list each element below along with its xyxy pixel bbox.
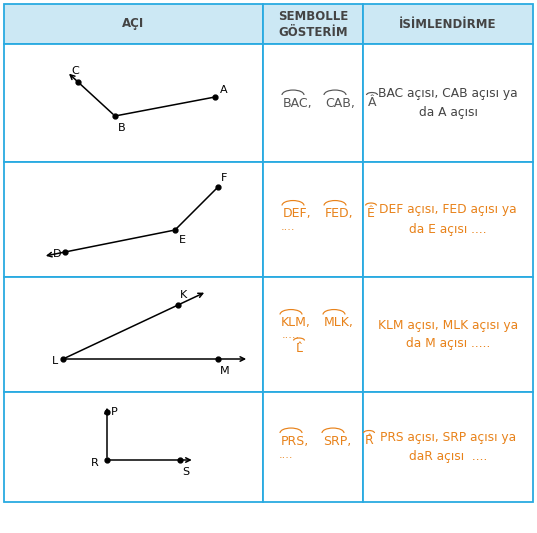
Text: KLM açısı, MLK açısı ya
da M açısı .....: KLM açısı, MLK açısı ya da M açısı ..... <box>378 319 518 351</box>
Text: L: L <box>52 356 58 366</box>
Text: PRS açısı, SRP açısı ya
daR açısı  ....: PRS açısı, SRP açısı ya daR açısı .... <box>380 431 516 463</box>
Bar <box>363 44 533 162</box>
Text: K: K <box>180 290 187 300</box>
Bar <box>263 392 363 502</box>
Text: .....: ..... <box>282 329 300 340</box>
Bar <box>363 4 533 44</box>
Text: MLK,: MLK, <box>324 316 354 329</box>
Text: F: F <box>221 173 227 183</box>
Text: PRS,: PRS, <box>281 434 309 448</box>
Text: İSİMLENDİRME: İSİMLENDİRME <box>399 18 497 30</box>
Text: FED,: FED, <box>325 207 354 220</box>
Bar <box>263 44 363 162</box>
Text: CAB,: CAB, <box>325 96 355 109</box>
Text: KLM,: KLM, <box>281 316 311 329</box>
Text: AÇI: AÇI <box>122 18 144 30</box>
Text: Â: Â <box>368 96 376 109</box>
Text: L̂: L̂ <box>295 342 302 355</box>
Text: E: E <box>179 235 186 245</box>
Text: A: A <box>220 85 228 95</box>
Text: D: D <box>53 249 61 259</box>
Bar <box>363 392 533 502</box>
Bar <box>4 4 263 44</box>
Text: DEF,: DEF, <box>283 207 311 220</box>
Bar <box>4 392 263 502</box>
Text: S: S <box>182 467 189 477</box>
Bar <box>263 4 363 44</box>
Bar <box>363 162 533 277</box>
Text: DEF açısı, FED açısı ya
da E açısı ....: DEF açısı, FED açısı ya da E açısı .... <box>379 204 517 236</box>
Bar <box>4 44 263 162</box>
Bar <box>263 277 363 392</box>
Text: R̂: R̂ <box>365 434 374 448</box>
Text: P: P <box>111 407 118 417</box>
Text: ....: .... <box>281 222 295 232</box>
Bar <box>4 277 263 392</box>
Text: R: R <box>91 458 99 468</box>
Text: C: C <box>71 66 79 76</box>
Text: Ê: Ê <box>367 207 375 220</box>
Text: M: M <box>220 366 230 376</box>
Text: B: B <box>118 123 126 133</box>
Bar <box>363 277 533 392</box>
Text: SRP,: SRP, <box>323 434 351 448</box>
Text: BAC açısı, CAB açısı ya
da A açısı: BAC açısı, CAB açısı ya da A açısı <box>378 87 518 119</box>
Text: SEMBOLLE
GÖSTERİM: SEMBOLLE GÖSTERİM <box>278 10 348 38</box>
Bar <box>4 162 263 277</box>
Text: BAC,: BAC, <box>283 96 313 109</box>
Bar <box>263 162 363 277</box>
Text: ....: .... <box>279 450 293 460</box>
